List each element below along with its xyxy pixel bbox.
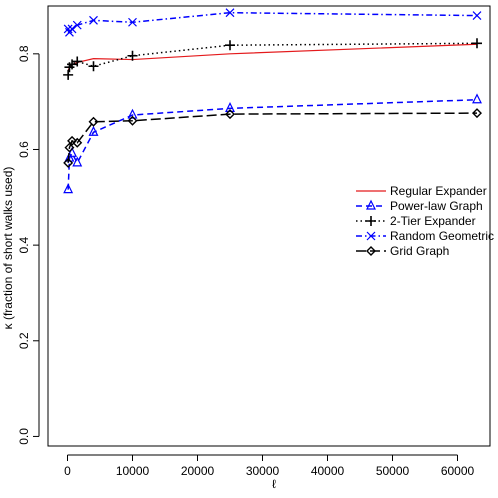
legend-marker [366,231,376,241]
x-tick-label: 50000 [376,464,410,478]
data-point [72,20,82,30]
data-point [67,146,78,157]
data-point [63,183,74,194]
data-point [127,108,138,119]
legend-entry-label: 2-Tier Expander [390,214,476,228]
series-5 [63,108,482,168]
data-point [72,137,83,148]
y-axis: 0.0 0.2 0.4 0.6 0.8 [17,45,40,445]
data-point [89,15,98,25]
series-4 [63,8,482,37]
series-2 [63,93,482,194]
data-point [67,24,77,34]
data-point [225,109,235,120]
series-line [67,11,478,34]
data-point [225,40,235,51]
y-tick-label: 0.4 [17,236,31,253]
data-point [63,157,74,168]
data-point [127,50,138,61]
data-point [88,116,99,127]
x-axis-label: ℓ [272,477,276,491]
legend-marker [366,246,376,256]
x-tick-label: 40000 [311,464,345,478]
data-point [63,69,74,80]
y-tick-label: 0.8 [17,45,31,62]
x-tick-label: 60000 [441,464,475,478]
data-point [67,59,78,70]
series-line [67,98,478,190]
data-point [472,38,482,49]
data-point [472,108,482,119]
data-point [128,17,137,27]
data-point [67,135,78,146]
plot-border [47,5,491,447]
data-point [472,11,482,20]
legend-marker [366,216,376,226]
y-tick-label: 0.6 [17,141,31,158]
x-tick-label: 0 [64,464,71,478]
x-tick-label: 10000 [116,464,150,478]
legend-entry-label: Grid Graph [390,244,449,258]
data-point [127,115,138,126]
data-point [472,93,482,104]
data-point [72,56,83,67]
series-3 [63,38,482,80]
series-1 [67,43,478,71]
x-axis: 0 10000 20000 30000 40000 50000 60000 [64,454,475,478]
data-point [72,156,83,167]
x-tick-label: 30000 [246,464,280,478]
legend-entry-label: Regular Expander [390,184,487,198]
plot-frame [47,5,491,447]
legend-marker [366,199,376,210]
data-point [88,125,99,136]
y-tick-label: 0.0 [17,428,31,445]
legend-entry-label: Power-law Graph [390,199,483,213]
data-point [88,61,99,72]
series-group [63,8,482,194]
x-tick-label: 20000 [181,464,215,478]
series-line [67,43,478,71]
series-line [67,112,478,163]
y-tick-label: 0.2 [17,332,31,349]
legend-entry-label: Random Geometric [390,229,494,243]
y-axis-label: κ (fraction of short walks used) [1,167,15,330]
data-point [225,8,235,18]
data-point [225,102,235,112]
data-point [64,142,75,153]
